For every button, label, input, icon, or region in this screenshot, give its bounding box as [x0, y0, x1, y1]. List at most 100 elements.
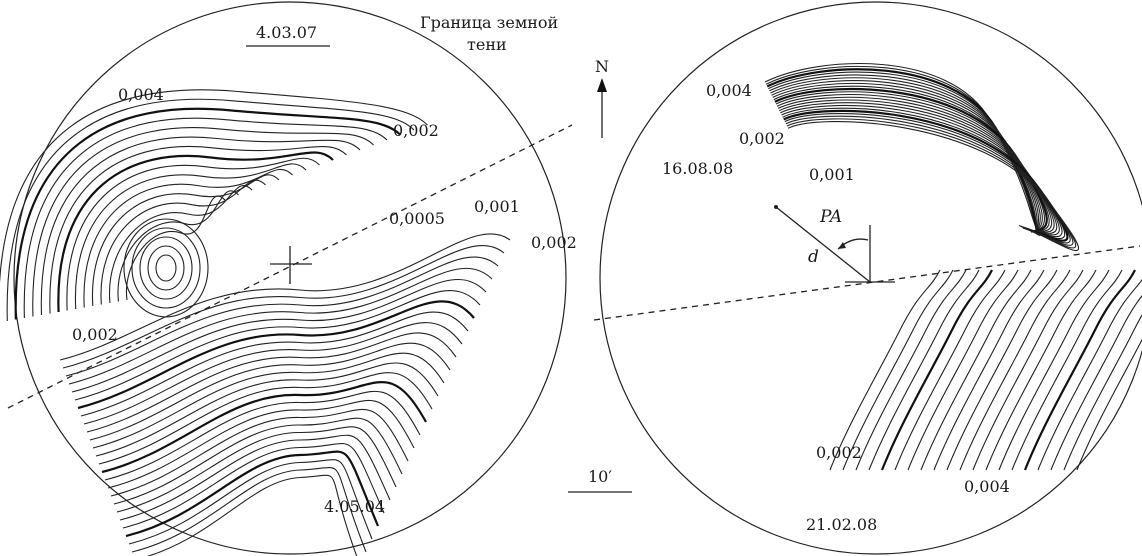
upper-contour-line	[40, 136, 361, 316]
crater-loop	[131, 227, 201, 309]
right-lower-contour-line	[1063, 314, 1142, 471]
right-upper-contour-line	[781, 104, 1063, 238]
left-label-0002-left: 0,002	[72, 325, 118, 344]
right-lower-contour-line	[946, 269, 1058, 471]
right-lower-contour-line	[1023, 269, 1136, 471]
lower-contour-line	[104, 390, 421, 481]
upper-contour-line	[23, 117, 388, 319]
left-crater-loops	[123, 218, 209, 318]
right-upper-contour-line	[784, 113, 1071, 244]
lower-contour-line	[98, 372, 433, 465]
right-lower-contour-line	[1076, 338, 1142, 471]
right-label-0004-bottom: 0,004	[964, 477, 1010, 496]
lower-contour-line	[116, 426, 397, 513]
right-upper-contour-line	[768, 71, 1038, 235]
upper-contour-line	[66, 157, 320, 311]
right-upper-contour-line	[777, 96, 1055, 233]
lower-contour-line	[131, 466, 367, 553]
scale-label: 10′	[588, 467, 612, 486]
right-upper-contour-line	[776, 94, 1053, 232]
right-upper-contour-line	[783, 109, 1069, 242]
right-upper-contour-line	[766, 68, 1040, 236]
right-label-0002-top: 0,002	[739, 129, 785, 148]
lower-contour-line	[62, 245, 505, 369]
lower-contour-line	[95, 362, 439, 457]
d-label: d	[808, 247, 819, 267]
lower-contour-line	[107, 399, 415, 489]
crater-loop	[123, 218, 209, 318]
position-angle-geometry	[774, 205, 895, 283]
left-upper-contours	[0, 89, 428, 322]
left-date-bottom: 4.05.04	[324, 497, 385, 516]
lower-contour-line	[110, 408, 409, 497]
left-label-0002-top: 0,002	[393, 121, 439, 140]
distance-line	[775, 206, 871, 283]
upper-contour-line	[6, 98, 415, 322]
lower-contour-line	[128, 459, 373, 545]
lower-contour-line	[77, 300, 475, 410]
upper-contour-line	[83, 168, 293, 308]
right-upper-contour-line	[774, 87, 1048, 233]
shadow-label-line2: тени	[467, 35, 507, 54]
lower-contour-line	[86, 332, 457, 433]
upper-contour-line	[75, 163, 307, 310]
lower-contour-line	[92, 352, 445, 449]
crater-loop	[147, 245, 185, 291]
right-disk	[593, 1, 1142, 555]
upper-contour-line	[109, 184, 253, 304]
right-lower-contour-line	[894, 269, 1006, 471]
upper-contour-line	[49, 145, 347, 314]
left-lower-contours	[59, 233, 511, 556]
scale-bar: 10′	[568, 467, 632, 493]
left-label-0001: 0,001	[474, 197, 520, 216]
right-label-0001: 0,001	[809, 165, 855, 184]
lower-contour-line	[125, 450, 380, 538]
right-upper-contour-line	[772, 82, 1043, 233]
lower-contour-line	[122, 442, 385, 529]
left-label-0004: 0,004	[118, 85, 164, 104]
crater-loop	[155, 254, 177, 282]
right-label-0004-top: 0,004	[706, 81, 752, 100]
lower-contour-line	[71, 279, 487, 393]
right-lower-contour-line	[1011, 269, 1123, 471]
lower-contour-line	[113, 417, 403, 505]
upper-contour-line	[14, 107, 402, 320]
right-earth-shadow-boundary	[593, 245, 1141, 321]
north-label: N	[595, 57, 609, 76]
right-disk-rim	[599, 1, 1142, 555]
right-lower-contour-line	[907, 269, 1019, 471]
shadow-label-line1: Граница земной	[420, 13, 558, 32]
lower-contour-line	[59, 233, 511, 361]
right-upper-contour-line	[775, 91, 1050, 232]
right-lower-contour-line	[855, 269, 967, 471]
upper-contour-line	[0, 89, 428, 287]
lower-contour-line	[89, 342, 451, 441]
left-label-00005: 0,0005	[389, 209, 445, 228]
left-label-0002-right: 0,002	[531, 233, 577, 252]
lower-contour-line	[101, 381, 427, 474]
right-upper-contours	[764, 62, 1080, 252]
upper-contour-line	[32, 127, 374, 317]
right-lower-contour-line	[842, 269, 954, 471]
upper-contour-line	[92, 174, 280, 307]
pa-label: PA	[819, 207, 842, 227]
pa-arrowhead	[838, 242, 846, 249]
right-date-bottom: 21.02.08	[806, 515, 877, 534]
right-upper-contour-line	[764, 62, 1041, 237]
lower-contour-line	[65, 256, 499, 377]
right-upper-contour-line	[769, 74, 1038, 235]
right-lower-contour-line	[998, 269, 1110, 471]
right-lower-contour-line	[880, 269, 993, 471]
right-date-top: 16.08.08	[662, 159, 733, 178]
left-disk	[0, 1, 573, 556]
right-upper-contour-line	[773, 85, 1045, 233]
lower-contour-line	[68, 267, 493, 385]
lower-contour-line	[80, 311, 469, 417]
left-disk-rim	[13, 1, 567, 555]
upper-contour-line	[100, 179, 266, 305]
north-arrow: N	[595, 57, 609, 138]
right-label-0002-bottom: 0,002	[816, 443, 862, 462]
right-upper-contour-line	[780, 102, 1060, 236]
right-lower-contour-line	[829, 269, 941, 471]
